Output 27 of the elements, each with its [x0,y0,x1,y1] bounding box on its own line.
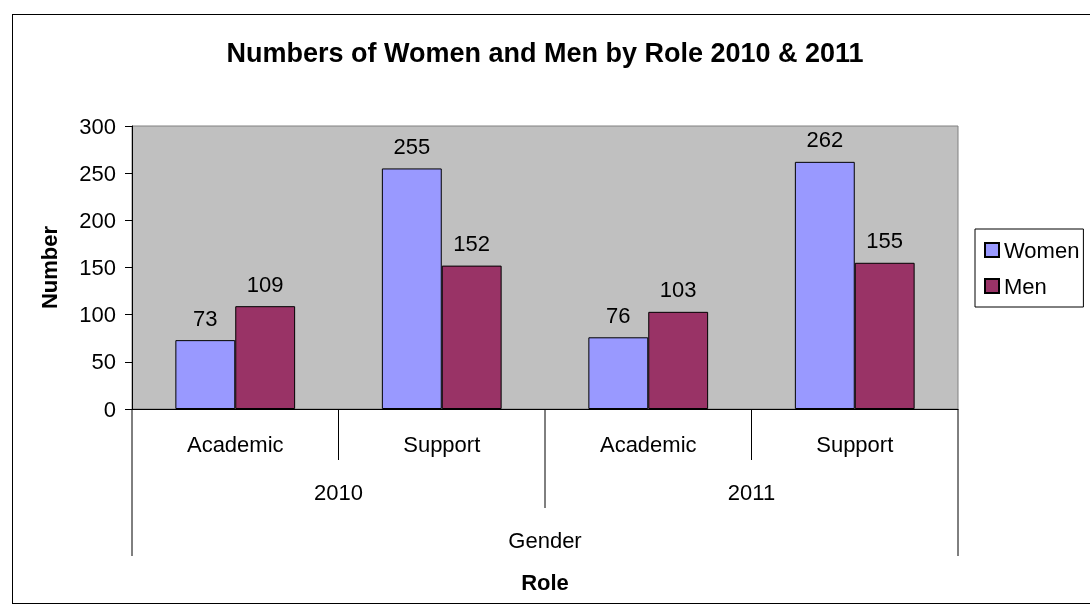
y-tick-label: 100 [79,302,116,328]
y-tick-label: 0 [103,396,116,422]
text: Gender [508,527,582,553]
y-tick-label: 300 [79,113,116,139]
y-tick-label: 50 [91,349,116,375]
text: 2010 [314,479,363,505]
x-tick-label: Academic [599,431,697,457]
y-tick-label: 150 [79,255,116,280]
data-label: 109 [246,271,284,297]
data-label: 152 [453,231,491,257]
data-label: 76 [606,302,631,328]
chart-title: Numbers of Women and Men by Role 2010 & 2011 [226,37,864,68]
x-tick-label: Academic [186,431,284,457]
text: 2011 [727,479,776,505]
y-tick-label: 200 [79,207,116,233]
x-tick-label: Support [816,431,894,457]
legend-label: Women [1004,237,1080,263]
data-label: 103 [659,277,697,303]
text: Role [521,569,569,595]
y-tick-label: 250 [79,160,116,186]
data-label: 73 [193,305,218,331]
data-label: 262 [806,127,844,153]
x-tick-label: Support [403,431,481,457]
legend-label: Men [1004,273,1047,299]
data-label: 255 [393,133,431,159]
y-axis-title: Number [36,225,62,310]
data-label: 155 [866,228,904,254]
